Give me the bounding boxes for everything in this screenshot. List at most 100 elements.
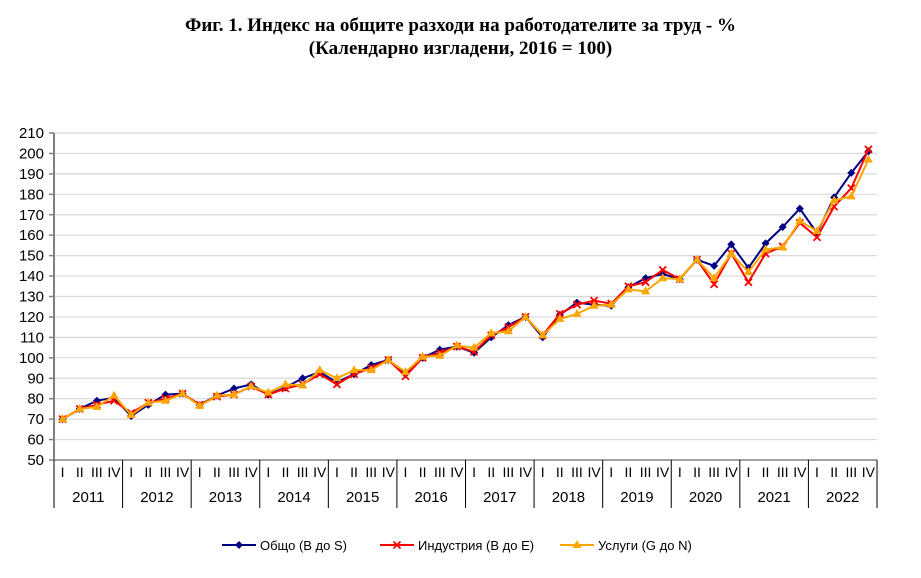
x-marker xyxy=(864,145,873,154)
quarter-label: IV xyxy=(587,464,601,480)
triangle-marker xyxy=(160,395,170,404)
triangle-marker xyxy=(298,380,308,389)
diamond-marker xyxy=(795,204,804,213)
legend-item-services: Услуги (G до N) xyxy=(560,538,692,553)
y-tick-label: 100 xyxy=(19,350,44,367)
quarter-label: I xyxy=(61,464,65,480)
diamond-marker xyxy=(847,168,856,177)
year-label: 2014 xyxy=(277,489,310,506)
legend-label: Индустрия (B до E) xyxy=(418,538,534,553)
triangle-marker xyxy=(521,311,531,320)
triangle-marker xyxy=(503,326,513,335)
triangle-marker xyxy=(229,389,239,398)
y-tick-label: 170 xyxy=(19,207,44,224)
quarter-label: III xyxy=(91,464,103,480)
quarter-label: II xyxy=(213,464,221,480)
x-marker xyxy=(392,540,402,550)
y-tick-label: 120 xyxy=(19,309,44,326)
quarter-label: II xyxy=(350,464,358,480)
triangle-marker xyxy=(623,284,633,293)
diamond-marker xyxy=(230,384,239,393)
quarter-label: I xyxy=(129,464,133,480)
x-marker xyxy=(812,233,822,242)
legend-label: Услуги (G до N) xyxy=(598,538,692,553)
quarter-label: I xyxy=(609,464,613,480)
diamond-marker xyxy=(710,261,719,270)
quarter-label: III xyxy=(160,464,172,480)
quarter-label: IV xyxy=(176,464,190,480)
triangle-marker xyxy=(383,354,393,363)
year-label: 2013 xyxy=(209,489,242,506)
triangle-marker xyxy=(452,340,462,349)
diamond-marker xyxy=(761,239,770,248)
quarter-label: II xyxy=(693,464,701,480)
triangle-marker xyxy=(418,351,428,360)
gridlines xyxy=(54,132,877,441)
quarter-label: III xyxy=(571,464,583,480)
quarter-label: IV xyxy=(382,464,396,480)
year-label: 2022 xyxy=(826,489,859,506)
year-label: 2018 xyxy=(552,489,585,506)
triangle-marker xyxy=(846,191,856,200)
quarter-label: IV xyxy=(450,464,464,480)
triangle-marker xyxy=(332,373,342,382)
year-label: 2016 xyxy=(415,489,448,506)
triangle-marker xyxy=(486,328,496,337)
quarter-label: II xyxy=(282,464,290,480)
quarter-label: I xyxy=(815,464,819,480)
quarter-label: I xyxy=(198,464,202,480)
chart-title: Фиг. 1. Индекс на общите разходи на рабо… xyxy=(0,14,921,60)
x-marker xyxy=(332,380,342,389)
x-marker xyxy=(589,296,599,305)
triangle-marker xyxy=(349,365,359,374)
triangle-marker xyxy=(812,226,822,235)
triangle-marker xyxy=(126,410,136,419)
y-tick-label: 210 xyxy=(19,125,44,142)
y-tick-label: 130 xyxy=(19,289,44,306)
triangle-marker xyxy=(658,273,668,282)
quarter-label: II xyxy=(762,464,770,480)
triangle-marker xyxy=(743,266,753,275)
triangle-marker xyxy=(572,540,582,548)
y-tick-label: 190 xyxy=(19,166,44,183)
quarter-label: III xyxy=(228,464,240,480)
quarter-label: IV xyxy=(793,464,807,480)
y-tick-label: 70 xyxy=(27,411,44,428)
series-industry xyxy=(58,145,873,424)
quarter-label: IV xyxy=(107,464,121,480)
triangle-marker xyxy=(366,365,376,374)
quarter-label: II xyxy=(624,464,632,480)
quarter-label: IV xyxy=(725,464,739,480)
quarter-label: I xyxy=(541,464,545,480)
triangle-marker xyxy=(92,401,102,410)
triangle-marker xyxy=(778,242,788,251)
quarter-label: II xyxy=(487,464,495,480)
quarter-label: III xyxy=(503,464,515,480)
triangle-marker xyxy=(143,397,153,406)
quarter-label: III xyxy=(708,464,720,480)
triangle-marker xyxy=(795,215,805,224)
y-axis: 50 60 70 80 90 100 110 120 130 140 150 160 170 180 190… xyxy=(19,125,55,469)
triangle-marker xyxy=(641,286,651,295)
diamond-marker xyxy=(235,541,243,549)
triangle-marker xyxy=(178,388,188,397)
quarter-label: IV xyxy=(656,464,670,480)
triangle-marker xyxy=(555,313,565,322)
diamond-marker xyxy=(298,374,307,383)
x-marker xyxy=(658,265,667,275)
triangle-marker xyxy=(212,390,222,399)
legend: Общо (B до S) Индустрия (B до E) Услуги (G… xyxy=(222,538,692,553)
quarter-label: III xyxy=(297,464,309,480)
y-tick-label: 110 xyxy=(20,329,44,346)
quarter-label: III xyxy=(640,464,652,480)
year-label: 2011 xyxy=(72,489,104,506)
quarter-label: IV xyxy=(245,464,259,480)
legend-item-total: Общо (B до S) xyxy=(222,538,347,553)
triangle-marker xyxy=(469,342,479,351)
x-marker xyxy=(709,280,719,289)
quarter-label: IV xyxy=(519,464,533,480)
series-services xyxy=(58,154,873,423)
x-marker xyxy=(744,278,753,287)
